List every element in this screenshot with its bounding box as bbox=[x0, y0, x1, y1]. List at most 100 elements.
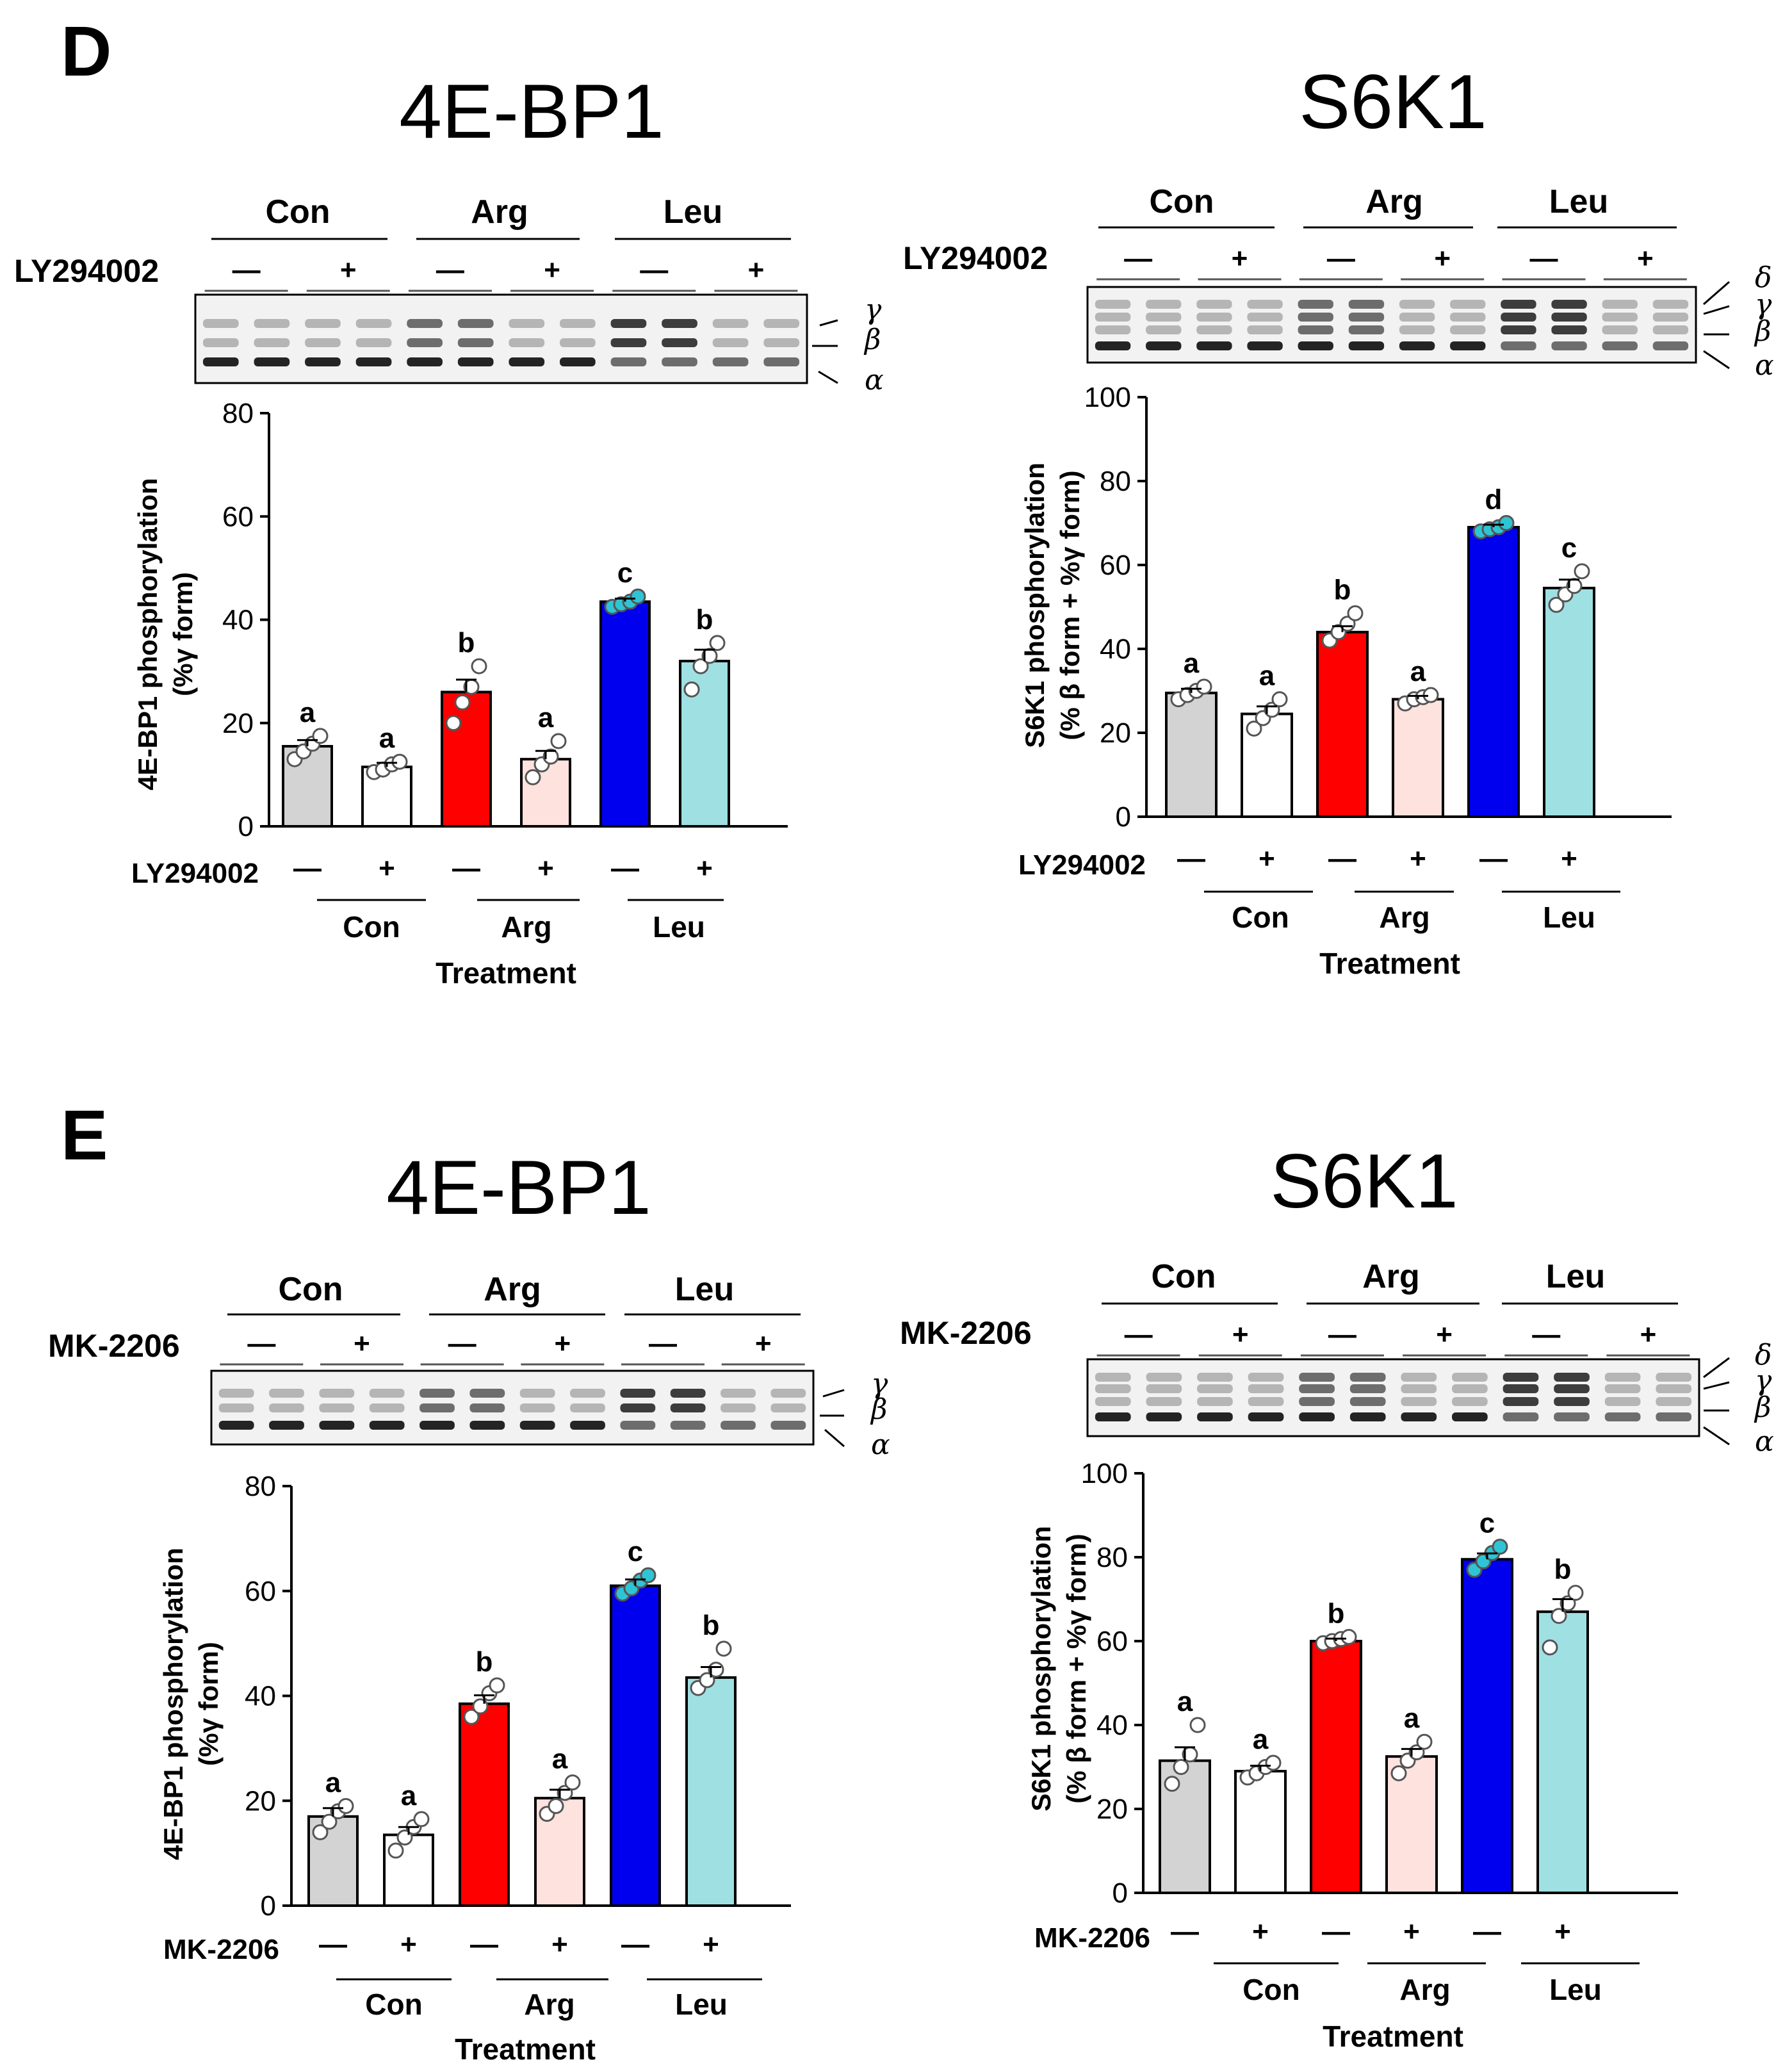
blot-band bbox=[1604, 1384, 1641, 1393]
y-tick-label: 60 bbox=[1100, 550, 1131, 581]
blot-band bbox=[1349, 1384, 1386, 1393]
blot-band bbox=[560, 319, 596, 328]
significance-letters: a a b a c b bbox=[300, 557, 713, 754]
blot-band bbox=[1146, 1384, 1182, 1393]
blot-band bbox=[1248, 1397, 1284, 1406]
blot-band bbox=[1452, 1397, 1488, 1406]
blot-bands bbox=[202, 319, 800, 366]
y-tick-label: 60 bbox=[245, 1576, 276, 1607]
error-bars bbox=[297, 597, 715, 767]
blot-band bbox=[1146, 325, 1182, 334]
band-label-beta: β bbox=[1754, 1391, 1771, 1424]
blot-band bbox=[1551, 313, 1587, 322]
significance-letters: a a b a d c bbox=[1184, 484, 1577, 692]
blot-band bbox=[519, 1389, 555, 1398]
minus-sign: — bbox=[470, 1929, 498, 1960]
band-label-delta: δ bbox=[1755, 261, 1772, 294]
blot-band bbox=[1503, 1384, 1539, 1393]
blot-band bbox=[1095, 341, 1131, 350]
blot-band bbox=[1197, 1384, 1233, 1393]
band-label-gamma: γ bbox=[1755, 1364, 1772, 1397]
chart-title: 4E-BP1 bbox=[386, 1145, 651, 1231]
band-label-beta: β bbox=[1754, 315, 1771, 348]
plus-sign: + bbox=[537, 853, 554, 884]
blot-band bbox=[1554, 1384, 1590, 1393]
blot-band bbox=[254, 357, 290, 366]
blot-group-label: Arg bbox=[1365, 183, 1423, 220]
bar bbox=[1467, 526, 1520, 818]
blot-band bbox=[1146, 1397, 1182, 1406]
y-tick-label: 0 bbox=[1116, 801, 1131, 833]
plus-sign: + bbox=[1410, 843, 1426, 874]
plus-sign: + bbox=[1561, 843, 1577, 874]
blot-band bbox=[1146, 313, 1182, 322]
blot-group-label: Leu bbox=[1549, 183, 1608, 220]
blot-band bbox=[1399, 341, 1435, 350]
blot-band bbox=[1197, 1373, 1233, 1382]
blot-band bbox=[305, 357, 341, 366]
y-tick-label: 80 bbox=[1100, 466, 1131, 497]
blot-band bbox=[1501, 325, 1536, 334]
blot-band bbox=[218, 1403, 254, 1412]
data-point bbox=[1339, 616, 1356, 632]
blot-band bbox=[1299, 1397, 1335, 1406]
plus-sign: + bbox=[400, 1929, 417, 1960]
minus-sign: — bbox=[621, 1929, 649, 1960]
blot-band bbox=[407, 319, 443, 328]
blot-band bbox=[319, 1403, 355, 1412]
blot-band bbox=[1349, 1373, 1386, 1382]
data-point bbox=[692, 658, 709, 675]
chart-title: S6K1 bbox=[1299, 59, 1487, 145]
x-axis-treatment-labels: LY294002 — + — + — + Con Arg Leu Treatment bbox=[131, 853, 724, 990]
x-axis-treatment-labels: LY294002 — + — + — + Con Arg Leu Treatment bbox=[1018, 843, 1620, 980]
significance-letter: b bbox=[458, 627, 475, 658]
data-point bbox=[387, 1842, 404, 1859]
y-tick-label: 0 bbox=[261, 1890, 276, 1922]
blot-band bbox=[509, 319, 545, 328]
blot-band bbox=[620, 1389, 656, 1398]
panel-letter-d: D bbox=[61, 12, 111, 91]
blot-band bbox=[1299, 1412, 1335, 1421]
bar bbox=[1165, 691, 1218, 819]
y-axis-label-units: (%γ form) bbox=[168, 572, 198, 696]
data-points bbox=[1170, 515, 1590, 737]
minus-sign: — bbox=[1328, 843, 1356, 874]
y-tick-label: 20 bbox=[222, 708, 254, 739]
blot-band bbox=[1348, 325, 1385, 334]
minus-sign: — bbox=[448, 1328, 477, 1359]
band-label-gamma: γ bbox=[871, 1368, 888, 1400]
y-axis-label: S6K1 phosphorylation bbox=[1020, 462, 1050, 748]
blot-band bbox=[560, 357, 596, 366]
data-point bbox=[1246, 720, 1262, 737]
minus-sign: — bbox=[1177, 843, 1205, 874]
plus-sign: + bbox=[1640, 1319, 1657, 1350]
significance-letter: d bbox=[1485, 484, 1503, 516]
minus-sign: — bbox=[1124, 243, 1152, 274]
y-axis-label-units: (%γ form) bbox=[193, 1642, 224, 1766]
data-point bbox=[630, 588, 646, 605]
blot-band bbox=[1652, 313, 1689, 322]
plus-sign: + bbox=[1232, 1319, 1249, 1350]
western-blot-image bbox=[1086, 286, 1697, 364]
blot-band bbox=[712, 338, 749, 347]
group-label: Leu bbox=[653, 910, 705, 944]
y-tick-label: 40 bbox=[1096, 1710, 1128, 1741]
significance-letter: b bbox=[476, 1646, 493, 1678]
blot-band bbox=[305, 338, 341, 347]
data-point bbox=[550, 733, 567, 749]
group-label: Con bbox=[343, 910, 400, 944]
significance-letters: a a b a c b bbox=[1177, 1508, 1572, 1755]
blot-band bbox=[269, 1421, 304, 1430]
band-label-alpha: α bbox=[1755, 349, 1774, 382]
blot-band bbox=[1551, 341, 1587, 350]
blot-band bbox=[369, 1403, 405, 1412]
blot-band bbox=[202, 319, 239, 328]
y-tick-label: 40 bbox=[245, 1681, 276, 1712]
blot-band bbox=[1401, 1412, 1437, 1421]
blot-band bbox=[670, 1389, 706, 1398]
blot-band bbox=[662, 319, 697, 328]
data-point bbox=[1271, 691, 1288, 708]
blot-band bbox=[610, 319, 647, 328]
inhibitor-label: MK-2206 bbox=[48, 1328, 180, 1364]
blot-group-label: Arg bbox=[484, 1271, 541, 1308]
